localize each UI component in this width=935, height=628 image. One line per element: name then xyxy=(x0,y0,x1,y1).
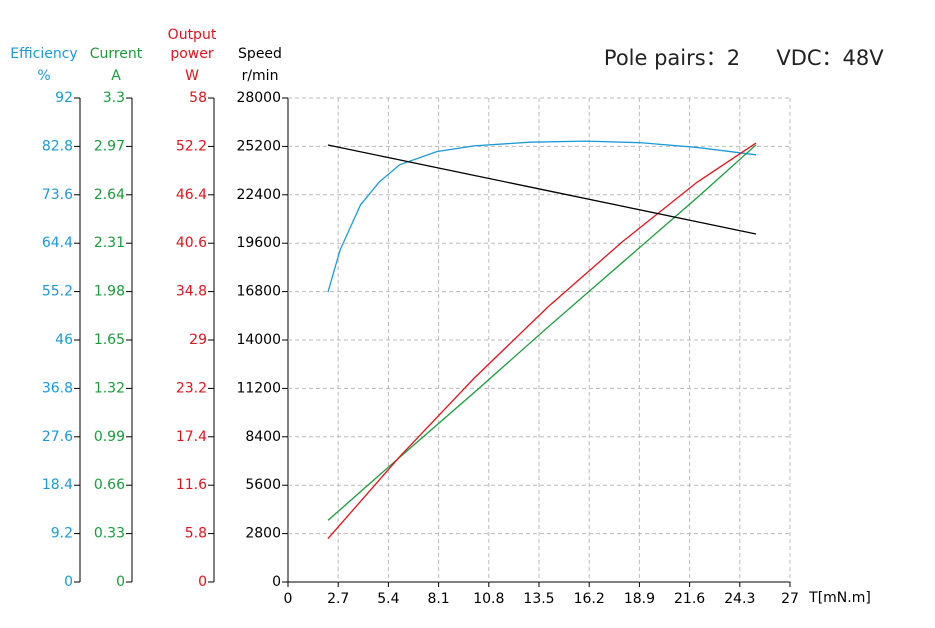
y-tick-label: 25200 xyxy=(236,138,281,154)
y-tick-label: 0 xyxy=(64,574,73,590)
y-axis-title: Current xyxy=(90,46,143,62)
x-tick-label: 8.1 xyxy=(427,591,449,607)
series-line xyxy=(327,144,757,235)
y-tick-label: 9.2 xyxy=(51,526,73,542)
y-tick-label: 29 xyxy=(189,332,207,348)
y-tick-label: 5600 xyxy=(245,477,281,493)
y-axis-unit: % xyxy=(37,68,50,84)
x-tick-label: 21.6 xyxy=(674,591,705,607)
y-tick-label: 46 xyxy=(55,332,73,348)
y-tick-label: 28000 xyxy=(236,90,281,106)
y-tick-label: 2.97 xyxy=(94,138,125,154)
series-line xyxy=(327,144,757,521)
y-tick-label: 0.99 xyxy=(94,429,125,445)
x-tick-label: 2.7 xyxy=(327,591,349,607)
y-tick-label: 3.3 xyxy=(103,90,125,106)
y-tick-label: 16800 xyxy=(236,284,281,300)
y-tick-label: 23.2 xyxy=(176,380,207,396)
y-tick-label: 58 xyxy=(189,90,207,106)
y-tick-label: 2800 xyxy=(245,526,281,542)
y-axis-unit: W xyxy=(185,68,199,84)
y-tick-label: 27.6 xyxy=(42,429,73,445)
x-tick-label: 13.5 xyxy=(523,591,554,607)
y-tick-label: 55.2 xyxy=(42,284,73,300)
y-axis-title: Output xyxy=(168,27,217,43)
y-tick-label: 82.8 xyxy=(42,138,73,154)
y-axis-unit: A xyxy=(111,68,121,84)
chart-title: VDC：48V xyxy=(776,46,884,70)
series-line xyxy=(327,142,757,540)
y-tick-label: 18.4 xyxy=(42,477,73,493)
y-tick-label: 2.64 xyxy=(94,187,125,203)
y-tick-label: 0 xyxy=(198,574,207,590)
y-tick-label: 11.6 xyxy=(176,477,207,493)
y-tick-label: 2.31 xyxy=(94,235,125,251)
y-tick-label: 36.8 xyxy=(42,380,73,396)
x-tick-label: 18.9 xyxy=(624,591,655,607)
y-tick-label: 11200 xyxy=(236,380,281,396)
x-tick-label: 10.8 xyxy=(473,591,504,607)
y-tick-label: 92 xyxy=(55,90,73,106)
y-tick-label: 52.2 xyxy=(176,138,207,154)
y-tick-label: 1.65 xyxy=(94,332,125,348)
y-tick-label: 22400 xyxy=(236,187,281,203)
y-tick-label: 1.98 xyxy=(94,284,125,300)
y-tick-label: 0 xyxy=(116,574,125,590)
y-tick-label: 5.8 xyxy=(185,526,207,542)
y-axis-title: Efficiency xyxy=(10,46,77,62)
y-tick-label: 73.6 xyxy=(42,187,73,203)
y-tick-label: 40.6 xyxy=(176,235,207,251)
y-tick-label: 0 xyxy=(272,574,281,590)
y-axis-title: power xyxy=(170,46,214,62)
chart-title: Pole pairs：2 xyxy=(604,46,740,70)
y-tick-label: 64.4 xyxy=(42,235,73,251)
y-tick-label: 14000 xyxy=(236,332,281,348)
x-tick-label: 27 xyxy=(781,591,799,607)
y-axis-unit: r/min xyxy=(242,68,279,84)
x-tick-label: 16.2 xyxy=(574,591,605,607)
x-tick-label: 24.3 xyxy=(724,591,755,607)
y-tick-label: 0.33 xyxy=(94,526,125,542)
x-tick-label: 0 xyxy=(284,591,293,607)
series-line xyxy=(327,140,757,293)
y-tick-label: 17.4 xyxy=(176,429,207,445)
y-tick-label: 19600 xyxy=(236,235,281,251)
y-tick-label: 46.4 xyxy=(176,187,207,203)
y-tick-label: 0.66 xyxy=(94,477,125,493)
x-tick-label: 5.4 xyxy=(377,591,399,607)
y-tick-label: 8400 xyxy=(245,429,281,445)
y-tick-label: 34.8 xyxy=(176,284,207,300)
y-tick-label: 1.32 xyxy=(94,380,125,396)
x-axis-title: T[mN.m] xyxy=(808,590,871,606)
y-axis-title: Speed xyxy=(238,46,282,62)
